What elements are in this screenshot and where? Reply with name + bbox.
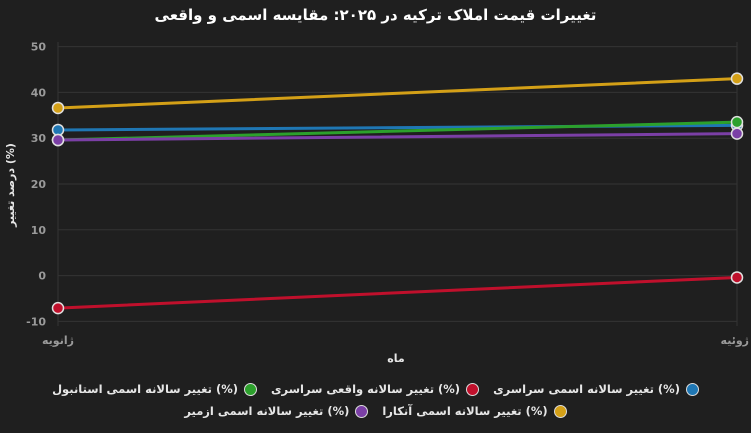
legend-label: (%) تغییر سالانه اسمی استانبول	[52, 382, 239, 396]
series-lines	[56, 77, 739, 310]
legend-item[interactable]: (%) تغییر سالانه اسمی آنکارا	[382, 404, 567, 418]
legend-swatch	[355, 404, 369, 418]
y-axis-ticks: -10 0 10 20 30 40 50	[26, 41, 46, 329]
legend-item[interactable]: (%) تغییر سالانه اسمی سراسری	[493, 382, 699, 396]
x-tick-label: ژوئیه	[721, 334, 749, 347]
legend-label: (%) تغییر سالانه اسمی سراسری	[493, 382, 680, 396]
data-point[interactable]	[730, 127, 744, 140]
x-axis-title: ماه	[387, 352, 404, 365]
series-line-3	[56, 77, 739, 110]
legend-item[interactable]: (%) تغییر سالانه واقعی سراسری	[271, 382, 480, 396]
x-tick-label: ژانویه	[42, 334, 74, 347]
legend-label: (%) تغییر سالانه اسمی ازمیر	[184, 404, 350, 418]
series-line-4	[56, 132, 739, 142]
legend-swatch	[685, 382, 699, 396]
chart-title: تغییرات قیمت املاک ترکیه در ۲۰۲۵: مقایسه…	[154, 6, 597, 24]
legend-item[interactable]: (%) تغییر سالانه اسمی ازمیر	[184, 404, 369, 418]
y-tick-label: 30	[31, 132, 47, 145]
legend-label: (%) تغییر سالانه واقعی سراسری	[271, 382, 461, 396]
y-tick-label: 40	[31, 86, 47, 99]
legend-item[interactable]: (%) تغییر سالانه اسمی استانبول	[52, 382, 258, 396]
line-chart: -10 0 10 20 30 40 50 ژانویه ژوئیه ماه درصد تغیی…	[4, 41, 749, 365]
data-point[interactable]	[730, 72, 744, 85]
legend-swatch	[244, 382, 258, 396]
y-tick-label: 10	[31, 224, 47, 237]
y-tick-label: 50	[31, 41, 47, 54]
data-point[interactable]	[51, 301, 65, 315]
legend-label: (%) تغییر سالانه اسمی آنکارا	[382, 404, 548, 418]
x-axis-ticks: ژانویه ژوئیه	[42, 334, 749, 347]
series-line-1	[56, 275, 739, 310]
series-points	[51, 72, 744, 315]
legend-swatch	[553, 404, 567, 418]
y-tick-label: 0	[38, 270, 46, 283]
data-point[interactable]	[51, 133, 65, 147]
data-point[interactable]	[730, 115, 744, 129]
y-tick-label: -10	[26, 315, 46, 328]
data-point[interactable]	[730, 271, 744, 284]
y-tick-label: 20	[31, 178, 47, 191]
data-point[interactable]	[51, 101, 65, 115]
series-line-2	[56, 120, 739, 142]
legend-swatch	[466, 382, 480, 396]
y-axis-title: درصد تغییر (%)	[4, 143, 17, 228]
legend: (%) تغییر سالانه اسمی سراسری (%) تغییر سا…	[0, 382, 751, 418]
